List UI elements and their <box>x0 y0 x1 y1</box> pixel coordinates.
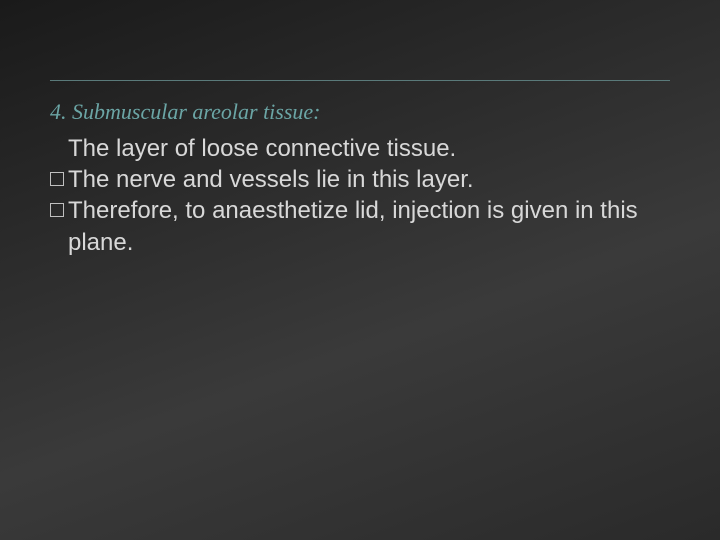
horizontal-divider <box>50 80 670 81</box>
slide-container: 4. Submuscular areolar tissue: The layer… <box>0 0 720 540</box>
section-heading: 4. Submuscular areolar tissue: <box>50 99 670 125</box>
bullet-item-2: Therefore, to anaesthetize lid, injectio… <box>50 195 670 257</box>
checkbox-icon <box>50 172 64 186</box>
intro-line: The layer of loose connective tissue. <box>50 133 670 164</box>
bullet-text-1: The nerve and vessels lie in this layer. <box>68 164 670 195</box>
bullet-item-1: The nerve and vessels lie in this layer. <box>50 164 670 195</box>
body-content: The layer of loose connective tissue. Th… <box>50 133 670 258</box>
bullet-text-2: Therefore, to anaesthetize lid, injectio… <box>68 195 670 257</box>
checkbox-icon <box>50 203 64 217</box>
